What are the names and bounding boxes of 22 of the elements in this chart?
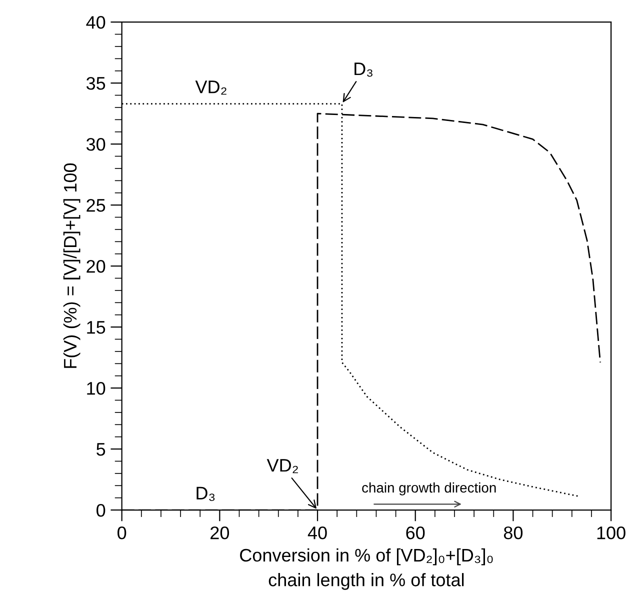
annotation: VD₂ <box>266 459 298 474</box>
x-tick-label: 20 <box>210 526 230 540</box>
y-tick-label: 30 <box>86 138 106 151</box>
annotation: chain growth direction <box>362 482 496 496</box>
y-tick-label: 10 <box>87 382 106 395</box>
y-tick-label: 40 <box>86 16 106 29</box>
series-label: VD₂ <box>195 80 226 95</box>
x-tick-label: 40 <box>308 526 327 540</box>
x-tick-label: 80 <box>504 526 523 540</box>
x-tick-label: 60 <box>406 526 425 540</box>
y-tick-label: 25 <box>86 198 106 212</box>
y-axis-title: F(V) (%) = [V]/[D]+[V] 100 <box>63 163 80 368</box>
y-tick-label: 5 <box>96 443 106 456</box>
annotation: D₃ <box>354 62 372 77</box>
y-tick-label: 35 <box>86 76 106 90</box>
y-tick-label: 0 <box>96 504 106 517</box>
x-tick-label: 0 <box>118 526 126 540</box>
x-tick-label: 100 <box>597 526 626 540</box>
y-tick-label: 20 <box>86 260 106 273</box>
y-tick-label: 15 <box>87 321 106 334</box>
x-axis-title: Conversion in % of [VD₂]₀+[D₃]₀ chain length in % of total <box>240 548 493 590</box>
series-label: D₃ <box>196 486 215 501</box>
